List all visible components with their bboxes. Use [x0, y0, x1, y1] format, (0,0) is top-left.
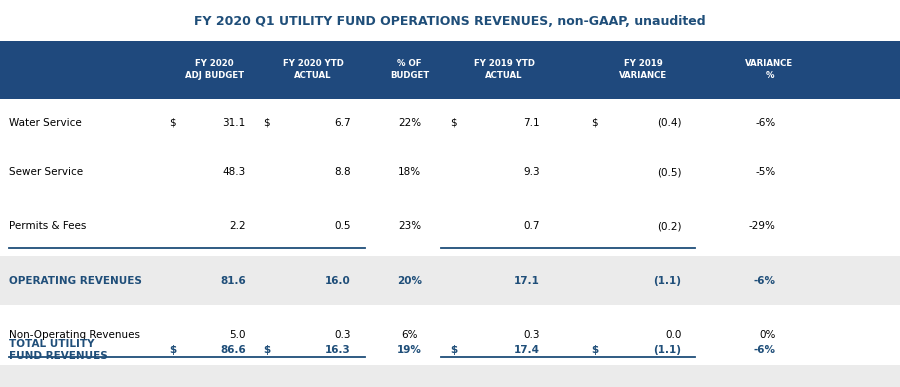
Text: 2.2: 2.2 [230, 221, 246, 231]
Text: (1.1): (1.1) [653, 345, 681, 355]
Text: 22%: 22% [398, 118, 421, 128]
Text: $: $ [263, 345, 270, 355]
Text: (0.5): (0.5) [657, 167, 681, 177]
Text: OPERATING REVENUES: OPERATING REVENUES [9, 276, 142, 286]
Text: $: $ [591, 345, 599, 355]
Text: (0.4): (0.4) [657, 118, 681, 128]
Text: $: $ [450, 118, 456, 128]
Text: (1.1): (1.1) [653, 276, 681, 286]
Text: 0.5: 0.5 [335, 221, 351, 231]
Text: Permits & Fees: Permits & Fees [9, 221, 86, 231]
Text: FY 2020 Q1 UTILITY FUND OPERATIONS REVENUES, non-GAAP, unaudited: FY 2020 Q1 UTILITY FUND OPERATIONS REVEN… [194, 15, 706, 28]
Text: -29%: -29% [749, 221, 776, 231]
Text: 20%: 20% [397, 276, 422, 286]
Text: Non-Operating Revenues: Non-Operating Revenues [9, 330, 140, 340]
Text: 0.3: 0.3 [335, 330, 351, 340]
Text: 86.6: 86.6 [220, 345, 246, 355]
Text: Water Service: Water Service [9, 118, 82, 128]
Text: 0.7: 0.7 [524, 221, 540, 231]
Text: 48.3: 48.3 [222, 167, 246, 177]
Text: $: $ [591, 118, 598, 128]
Text: 0.0: 0.0 [665, 330, 681, 340]
Text: 6%: 6% [401, 330, 418, 340]
FancyBboxPatch shape [0, 256, 900, 305]
Text: 7.1: 7.1 [524, 118, 540, 128]
Text: FY 2019 YTD
ACTUAL: FY 2019 YTD ACTUAL [473, 60, 535, 80]
Text: -5%: -5% [755, 167, 776, 177]
Text: % OF
BUDGET: % OF BUDGET [390, 60, 429, 80]
Text: 16.3: 16.3 [325, 345, 351, 355]
Text: 23%: 23% [398, 221, 421, 231]
Text: -6%: -6% [754, 276, 776, 286]
FancyBboxPatch shape [0, 365, 900, 387]
Text: $: $ [450, 345, 457, 355]
Text: 17.4: 17.4 [514, 345, 540, 355]
Text: $: $ [263, 118, 269, 128]
Text: 19%: 19% [397, 345, 422, 355]
Text: FY 2020
ADJ BUDGET: FY 2020 ADJ BUDGET [184, 60, 244, 80]
Text: VARIANCE
%: VARIANCE % [745, 60, 794, 80]
Text: 17.1: 17.1 [514, 276, 540, 286]
Text: $: $ [169, 345, 176, 355]
FancyBboxPatch shape [0, 41, 900, 99]
Text: -6%: -6% [754, 345, 776, 355]
Text: 5.0: 5.0 [230, 330, 246, 340]
Text: 31.1: 31.1 [222, 118, 246, 128]
Text: Sewer Service: Sewer Service [9, 167, 83, 177]
Text: 81.6: 81.6 [220, 276, 246, 286]
Text: 9.3: 9.3 [524, 167, 540, 177]
Text: 16.0: 16.0 [325, 276, 351, 286]
Text: FY 2020 YTD
ACTUAL: FY 2020 YTD ACTUAL [283, 60, 344, 80]
Text: FY 2019
VARIANCE: FY 2019 VARIANCE [619, 60, 668, 80]
Text: (0.2): (0.2) [657, 221, 681, 231]
Text: 8.8: 8.8 [335, 167, 351, 177]
Text: $: $ [169, 118, 176, 128]
Text: -6%: -6% [755, 118, 776, 128]
Text: 18%: 18% [398, 167, 421, 177]
Text: 0%: 0% [760, 330, 776, 340]
Text: TOTAL UTILITY
FUND REVENUES: TOTAL UTILITY FUND REVENUES [9, 339, 108, 361]
Text: 0.3: 0.3 [524, 330, 540, 340]
Text: 6.7: 6.7 [335, 118, 351, 128]
